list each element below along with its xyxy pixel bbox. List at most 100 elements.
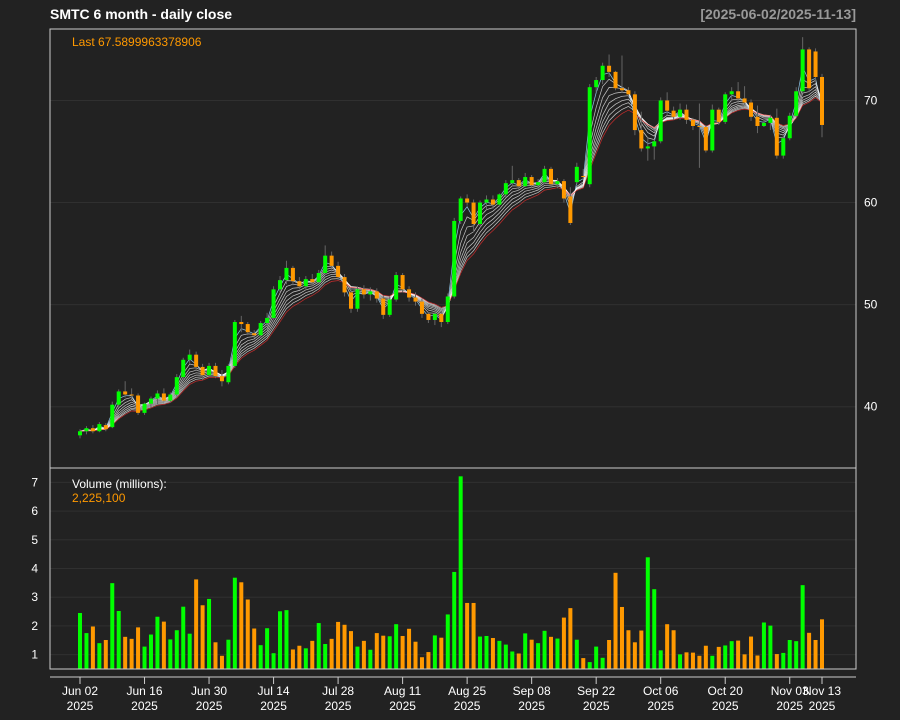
- candle-body: [632, 94, 637, 131]
- volume-bar: [703, 645, 708, 669]
- volume-bar: [310, 640, 315, 669]
- volume-bar: [129, 638, 134, 669]
- candle-body: [181, 359, 186, 378]
- volume-bar: [142, 646, 147, 669]
- x-tick-year: 2025: [809, 699, 836, 713]
- volume-bar: [290, 649, 295, 669]
- candle-body: [678, 109, 683, 117]
- volume-bar: [116, 610, 121, 669]
- volume-bar: [813, 639, 818, 669]
- volume-bar: [484, 635, 489, 669]
- volume-bar: [787, 639, 792, 669]
- candle-body: [568, 196, 573, 223]
- candle-body: [316, 273, 321, 283]
- candle-body: [426, 313, 431, 320]
- x-tick-label: Oct 06: [643, 684, 679, 698]
- x-tick-year: 2025: [454, 699, 481, 713]
- volume-bar: [761, 622, 766, 669]
- volume-bar: [671, 630, 676, 669]
- volume-bar: [194, 579, 199, 669]
- candle-body: [658, 100, 663, 142]
- candle-body: [478, 202, 483, 224]
- candle-body: [355, 289, 360, 309]
- candle-body: [684, 109, 689, 120]
- candle-body: [90, 428, 95, 432]
- volume-bar: [419, 657, 424, 669]
- x-tick-year: 2025: [647, 699, 674, 713]
- candle-body: [432, 313, 437, 320]
- volume-bar: [594, 646, 599, 669]
- candle-body: [361, 289, 366, 295]
- candle-body: [194, 354, 199, 367]
- candle-body: [458, 198, 463, 221]
- candle-body: [342, 277, 347, 293]
- candle-body: [129, 394, 134, 396]
- candle-body: [613, 71, 618, 89]
- candle-body: [407, 289, 412, 298]
- volume-bar: [510, 651, 515, 669]
- candle-body: [671, 110, 676, 117]
- volume-bar: [110, 583, 115, 669]
- volume-bar: [542, 630, 547, 669]
- candle-body: [97, 424, 102, 432]
- candle-body: [284, 267, 289, 281]
- volume-bar: [684, 652, 689, 669]
- volume-bar: [284, 610, 289, 669]
- volume-bar: [329, 638, 334, 669]
- last-price-legend: Last 67.5899963378906: [72, 35, 202, 49]
- volume-bar: [155, 616, 160, 669]
- price-tick-label: 50: [864, 298, 878, 312]
- candle-body: [755, 116, 760, 126]
- volume-bar: [239, 582, 244, 669]
- volume-bar: [529, 639, 534, 669]
- x-tick-label: Nov 03: [771, 684, 809, 698]
- candle-body: [232, 322, 237, 366]
- candle-body: [174, 377, 179, 395]
- volume-bar: [581, 658, 586, 669]
- volume-bar: [458, 476, 463, 669]
- volume-bar: [800, 585, 805, 669]
- volume-bar: [439, 637, 444, 669]
- chart-title: SMTC 6 month - daily close: [50, 6, 233, 22]
- candle-body: [387, 299, 392, 315]
- candle-body: [219, 376, 224, 382]
- candle-body: [348, 292, 353, 309]
- x-tick-label: Jul 14: [258, 684, 290, 698]
- candle-body: [781, 138, 786, 156]
- volume-bar: [536, 643, 541, 669]
- price-tick-label: 40: [864, 400, 878, 414]
- candle-body: [574, 166, 579, 183]
- candle-body: [103, 425, 108, 430]
- candle-body: [290, 267, 295, 282]
- candle-body: [794, 91, 799, 116]
- volume-bar: [774, 654, 779, 669]
- volume-bar: [807, 632, 812, 669]
- candle-body: [155, 393, 160, 399]
- volume-bar: [174, 630, 179, 669]
- candle-body: [226, 365, 231, 383]
- x-tick-year: 2025: [712, 699, 739, 713]
- volume-bar: [136, 627, 141, 669]
- x-tick-year: 2025: [260, 699, 287, 713]
- volume-bar: [213, 642, 218, 669]
- x-tick-year: 2025: [325, 699, 352, 713]
- candle-body: [807, 49, 812, 89]
- volume-bar: [632, 642, 637, 669]
- volume-bar: [394, 624, 399, 669]
- candle-body: [123, 391, 128, 395]
- volume-bar: [723, 645, 728, 669]
- volume-bar: [619, 606, 624, 669]
- candle-body: [619, 88, 624, 91]
- candle-body: [278, 280, 283, 290]
- volume-bar: [600, 657, 605, 669]
- volume-bar: [181, 606, 186, 669]
- candle-body: [252, 333, 257, 336]
- volume-bar: [278, 611, 283, 669]
- candle-body: [742, 98, 747, 103]
- candle-body: [813, 51, 818, 77]
- x-tick-year: 2025: [67, 699, 94, 713]
- volume-bar: [387, 636, 392, 669]
- x-tick-year: 2025: [518, 699, 545, 713]
- volume-tick-label: 4: [31, 562, 38, 576]
- volume-tick-label: 6: [31, 504, 38, 518]
